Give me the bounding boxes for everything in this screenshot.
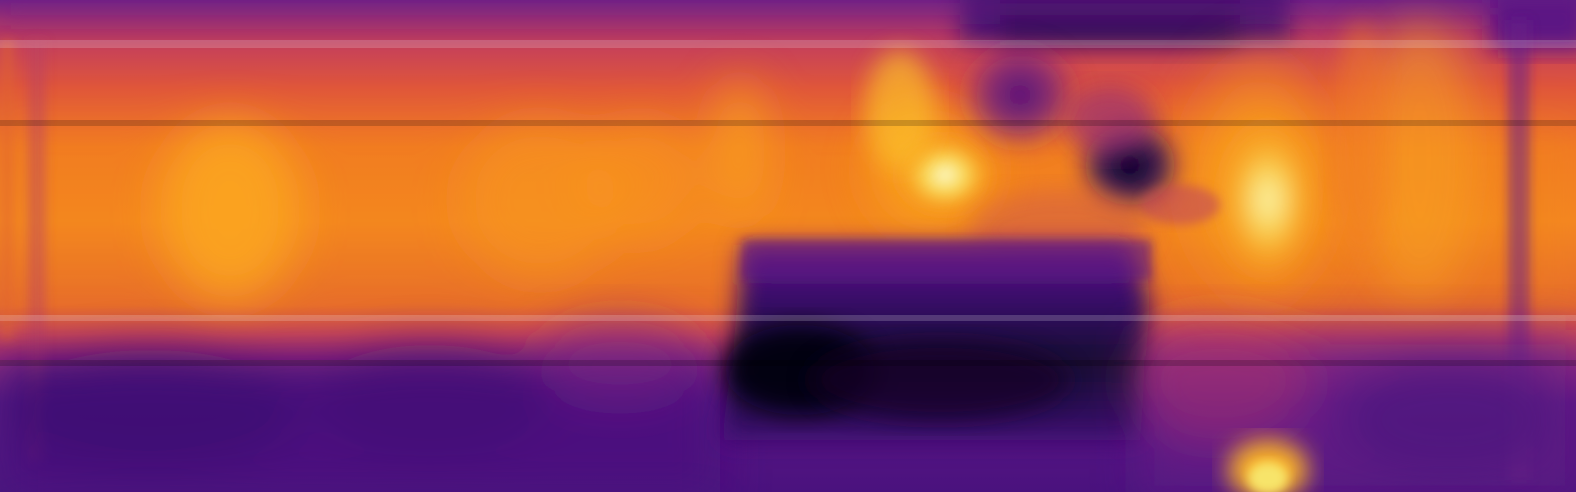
- horizontal-bands: [0, 40, 1576, 366]
- bright-spot-right: [1165, 20, 1480, 330]
- bottom-left-shadow: [0, 320, 720, 492]
- top-band: [0, 0, 1576, 50]
- bottom-right-region: [1130, 320, 1576, 492]
- bright-spot-bottom: [1228, 440, 1308, 492]
- dark-foreground-box: [722, 240, 1152, 440]
